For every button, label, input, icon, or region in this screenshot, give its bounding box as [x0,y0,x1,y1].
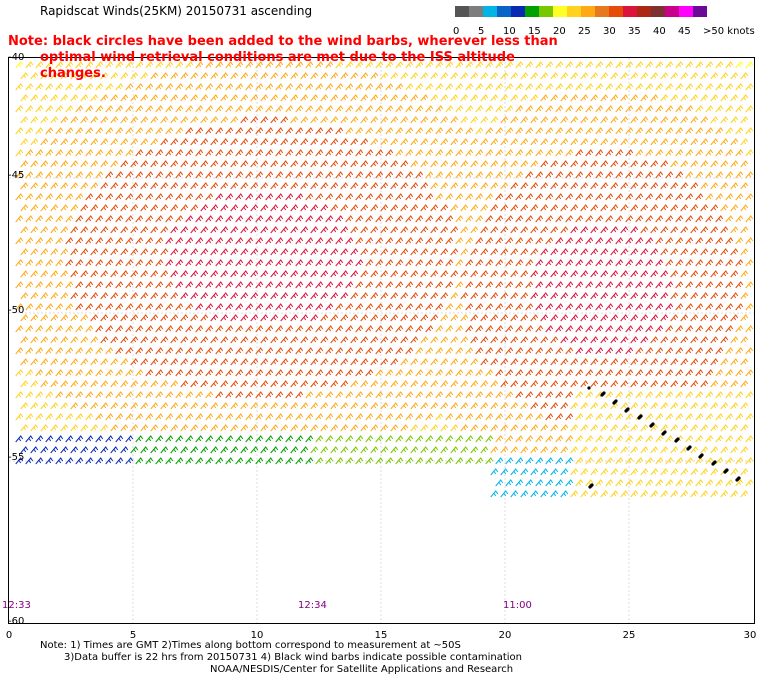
legend-swatch [483,6,497,17]
legend-swatch [693,6,707,17]
legend-swatch [637,6,651,17]
legend-label: 20 [553,26,566,37]
legend-swatch [595,6,609,17]
wind-barbs [15,61,754,498]
lon-label-0: 0 [5,630,13,641]
pass-time-1: 12:33 [2,600,31,611]
footer-notes: Note: 1) Times are GMT 2)Times along bot… [0,640,760,676]
legend-label: >50 knots [703,26,755,37]
legend-label: 30 [603,26,616,37]
wind-barb-field [9,58,754,623]
lat-label-60: -60 [8,616,25,627]
pass-time-2: 12:34 [298,600,327,611]
lat-label-40: -40 [8,52,25,63]
footer-line-3: NOAA/NESDIS/Center for Satellite Applica… [210,664,514,675]
note-line-2: optimal wind retrieval conditions are me… [40,50,515,81]
legend-label: 0 [453,26,460,37]
lon-label-25: 25 [622,630,636,641]
legend-swatch [679,6,693,17]
lat-label-50: -50 [8,305,25,316]
legend-label: 25 [578,26,591,37]
legend-swatch [651,6,665,17]
legend-swatch [511,6,525,17]
legend-label: 10 [503,26,516,37]
lon-label-20: 20 [498,630,512,641]
legend-label: 35 [628,26,641,37]
map-title: Rapidscat Winds(25KM) 20150731 ascending [40,4,313,18]
legend-swatch [497,6,511,17]
legend-swatch [581,6,595,17]
legend-label: 5 [478,26,485,37]
footer-line-1: Note: 1) Times are GMT 2)Times along bot… [40,640,461,651]
note-line-1: Note: black circles have been added to t… [8,34,558,49]
pass-time-3: 11:00 [503,600,532,611]
legend-label: 40 [653,26,666,37]
lon-label-15: 15 [374,630,388,641]
lon-label-10: 10 [250,630,264,641]
legend-swatch [469,6,483,17]
footer-line-2: 3)Data buffer is 22 hrs from 20150731 4)… [64,652,522,663]
legend-swatch [539,6,553,17]
contamination-note: Note: black circles have been added to t… [8,34,568,82]
legend-swatch [525,6,539,17]
legend-swatch [609,6,623,17]
lon-label-30: 30 [743,630,757,641]
legend-swatch [623,6,637,17]
legend-label: 15 [528,26,541,37]
wind-map [8,57,755,624]
legend-swatch [455,6,469,17]
legend-swatch [553,6,567,17]
legend-swatch [665,6,679,17]
contamination-markers [587,386,741,489]
legend-label: 45 [678,26,691,37]
lat-label-55: -55 [8,452,25,463]
legend-swatch [567,6,581,17]
lat-label-45: -45 [8,170,25,181]
lon-label-5: 5 [129,630,137,641]
